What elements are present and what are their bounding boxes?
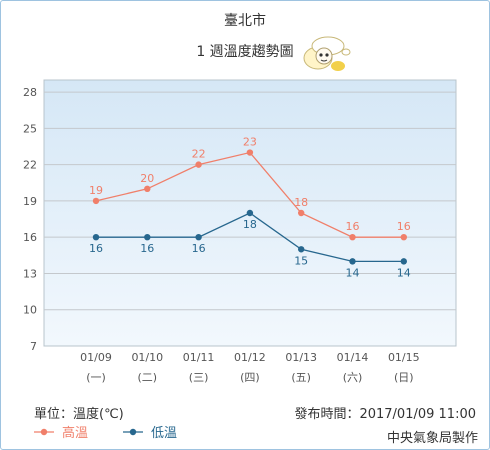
- data-label: 16: [89, 242, 103, 255]
- data-point: [400, 258, 407, 265]
- weather-mascot-icon: [303, 36, 351, 71]
- data-label: 16: [397, 220, 411, 233]
- data-point: [246, 149, 254, 156]
- x-weekday-label: (一): [86, 371, 106, 384]
- x-weekday-label: (日): [394, 371, 414, 384]
- data-point: [92, 197, 100, 205]
- x-tick-label: 01/11: [183, 351, 215, 364]
- x-weekday-label: (四): [240, 371, 260, 384]
- y-tick-label: 16: [23, 231, 37, 244]
- x-weekday-label: (三): [189, 371, 209, 384]
- legend-label: 低溫: [151, 426, 177, 441]
- y-tick-label: 19: [23, 195, 37, 208]
- y-tick-label: 13: [23, 267, 37, 280]
- data-label: 19: [89, 184, 103, 197]
- data-label: 18: [243, 218, 257, 231]
- legend-marker: [40, 428, 48, 436]
- data-point: [144, 185, 151, 193]
- y-tick-label: 7: [30, 340, 37, 353]
- data-label: 22: [192, 148, 206, 161]
- y-tick-label: 10: [23, 304, 37, 317]
- data-point: [349, 233, 356, 241]
- data-label: 16: [192, 242, 206, 255]
- data-point: [298, 209, 305, 217]
- data-label: 18: [294, 196, 308, 209]
- data-label: 14: [397, 266, 411, 279]
- x-tick-label: 01/13: [285, 351, 317, 364]
- data-label: 14: [346, 266, 360, 279]
- page-title: 臺北市: [224, 13, 266, 29]
- data-point: [92, 233, 100, 241]
- data-label: 23: [243, 136, 257, 149]
- legend-marker: [129, 428, 137, 436]
- x-weekday-label: (二): [138, 371, 158, 384]
- x-tick-label: 01/09: [80, 351, 112, 364]
- chart-subtitle: 1 週溫度趨勢圖: [196, 44, 294, 60]
- data-point: [298, 246, 305, 253]
- legend-label: 高溫: [62, 425, 88, 441]
- data-label: 16: [140, 242, 154, 255]
- x-tick-label: 01/15: [388, 351, 420, 364]
- x-tick-label: 01/14: [337, 351, 369, 364]
- data-point: [195, 161, 202, 168]
- data-point: [195, 233, 202, 241]
- agency-credit: 中央氣象局製作: [386, 431, 478, 446]
- x-weekday-label: (六): [343, 371, 363, 384]
- y-tick-label: 25: [23, 122, 37, 135]
- data-point: [144, 233, 151, 241]
- publish-time: 發布時間：2017/01/09 11:00: [294, 407, 476, 422]
- data-label: 16: [346, 220, 360, 233]
- data-point: [400, 233, 407, 241]
- x-tick-label: 01/12: [234, 351, 266, 364]
- data-point: [246, 209, 254, 217]
- data-point: [349, 258, 356, 265]
- x-tick-label: 01/10: [131, 351, 163, 364]
- y-tick-label: 22: [23, 159, 37, 172]
- y-tick-label: 28: [23, 86, 37, 99]
- data-label: 20: [140, 172, 154, 185]
- x-weekday-label: (五): [291, 371, 311, 384]
- data-label: 15: [294, 254, 308, 267]
- unit-label: 單位：溫度(℃): [34, 407, 124, 422]
